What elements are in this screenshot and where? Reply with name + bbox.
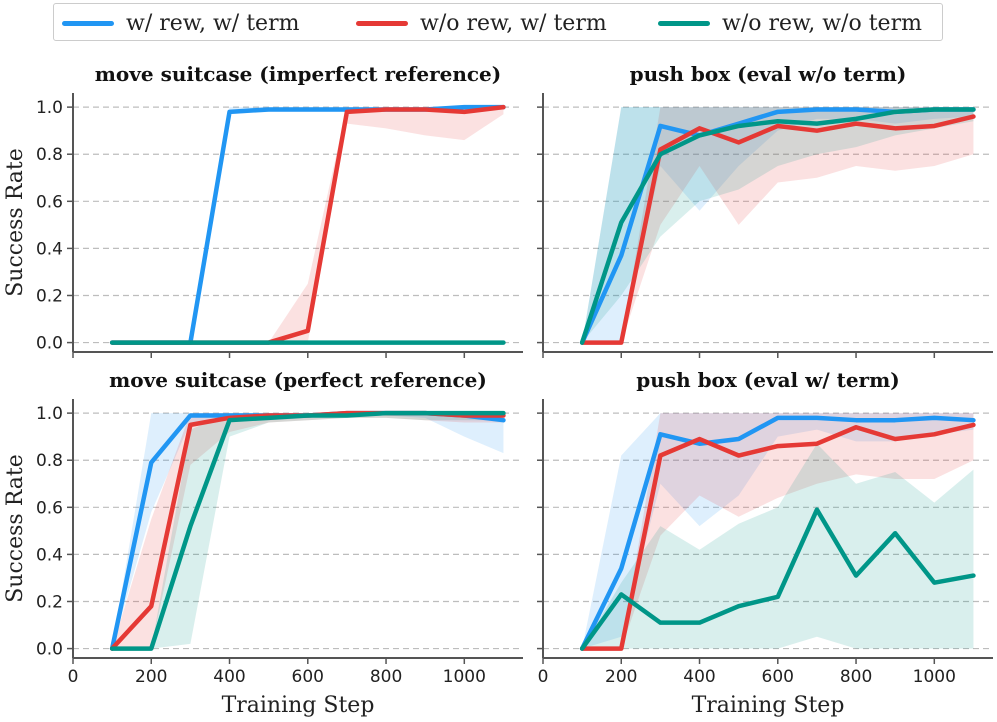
legend-swatch-2 xyxy=(658,20,710,26)
band-1 xyxy=(112,413,504,649)
panel-title: push box (eval w/ term) xyxy=(636,368,899,392)
x-tick-label: 800 xyxy=(840,667,872,687)
x-tick-label: 200 xyxy=(605,667,637,687)
y-tick-label: 1.0 xyxy=(36,404,63,424)
panel-2: 0.0 0.2 0.4 0.6 0.8 1.0 0 200 400 600 800 1000 move … xyxy=(3,368,523,718)
y-axis-label: Success Rate xyxy=(3,454,28,603)
y-tick-label: 0.6 xyxy=(36,192,63,212)
panel-3: 0 200 400 600 800 1000 push box (eval w/ term)… xyxy=(537,368,993,718)
legend-box: w/ rew, w/ term w/o rew, w/ term w/o rew… xyxy=(53,3,943,41)
panel-1: push box (eval w/o term) xyxy=(537,62,993,358)
legend-label-0: w/ rew, w/ term xyxy=(126,10,300,36)
legend-item-2: w/o rew, w/o term xyxy=(658,4,922,42)
panel-title: move suitcase (perfect reference) xyxy=(109,368,487,392)
y-tick-label: 0.8 xyxy=(36,451,63,471)
series-line-1 xyxy=(579,114,976,345)
x-tick-label: 400 xyxy=(683,667,715,687)
x-tick-label: 1000 xyxy=(443,667,486,687)
legend-item-1: w/o rew, w/ term xyxy=(356,4,607,42)
legend-label-1: w/o rew, w/ term xyxy=(420,10,607,36)
band-2 xyxy=(582,443,974,649)
y-tick-label: 0.2 xyxy=(36,592,63,612)
band-1 xyxy=(112,107,504,343)
band-2 xyxy=(582,107,974,343)
y-tick-label: 0.0 xyxy=(36,334,63,354)
band-0 xyxy=(112,413,504,649)
legend-swatch-1 xyxy=(356,20,408,26)
y-axis-label: Success Rate xyxy=(3,148,28,297)
y-tick-label: 0.0 xyxy=(36,640,63,660)
legend-swatch-0 xyxy=(62,20,114,26)
band-1 xyxy=(582,413,974,649)
panel-0: 0.0 0.2 0.4 0.6 0.8 1.0 move suitcase (imperfe… xyxy=(3,62,523,358)
x-tick-label: 1000 xyxy=(913,667,956,687)
series-line-1 xyxy=(579,422,976,651)
panel-title: move suitcase (imperfect reference) xyxy=(95,62,501,86)
y-tick-label: 0.8 xyxy=(36,145,63,165)
x-tick-label: 0 xyxy=(68,667,79,687)
x-tick-label: 200 xyxy=(135,667,167,687)
y-tick-label: 1.0 xyxy=(36,98,63,118)
series-line-0 xyxy=(579,415,976,651)
panel-title: push box (eval w/o term) xyxy=(630,62,907,86)
legend-item-0: w/ rew, w/ term xyxy=(62,4,299,42)
x-tick-label: 400 xyxy=(213,667,245,687)
x-axis-label: Training Step xyxy=(692,693,845,718)
series-line-2 xyxy=(109,410,506,651)
y-tick-label: 0.6 xyxy=(36,498,63,518)
series-line-2 xyxy=(579,507,976,651)
y-tick-label: 0.2 xyxy=(36,286,63,306)
x-tick-label: 800 xyxy=(370,667,402,687)
y-tick-label: 0.4 xyxy=(36,239,63,259)
band-1 xyxy=(582,107,974,343)
band-0 xyxy=(582,413,974,649)
x-axis-label: Training Step xyxy=(222,693,375,718)
x-tick-label: 600 xyxy=(292,667,324,687)
x-tick-label: 600 xyxy=(762,667,794,687)
x-tick-label: 0 xyxy=(538,667,549,687)
band-0 xyxy=(582,107,974,343)
legend-label-2: w/o rew, w/o term xyxy=(722,10,922,36)
y-tick-label: 0.4 xyxy=(36,545,63,565)
series-line-2 xyxy=(579,107,976,345)
